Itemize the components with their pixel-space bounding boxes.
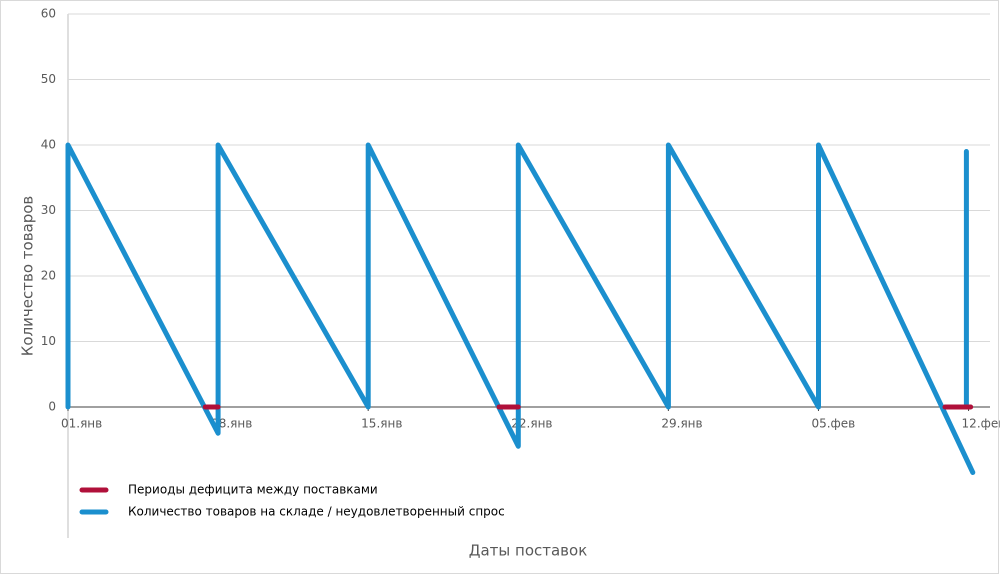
- y-tick-label: 10: [41, 334, 56, 348]
- y-axis-label: Количество товаров: [19, 196, 37, 357]
- y-tick-label: 30: [41, 203, 56, 217]
- y-tick-label: 60: [41, 7, 56, 21]
- x-tick-label: 05.фев: [811, 417, 855, 431]
- x-axis-label: Даты поставок: [469, 542, 588, 560]
- line-series: [65, 142, 976, 475]
- y-tick-label: 40: [41, 138, 56, 152]
- x-tick-label: 15.янв: [361, 417, 402, 431]
- x-tick-label: 29.янв: [661, 417, 702, 431]
- legend-label: Количество товаров на складе / неудовлет…: [128, 505, 505, 519]
- x-tick-label: 22.янв: [511, 417, 552, 431]
- x-tick-label: 12.фев: [962, 417, 1000, 431]
- legend-label: Периоды дефицита между поставками: [128, 483, 378, 497]
- x-tick-label: 01.янв: [61, 417, 102, 431]
- y-tick-label: 0: [48, 400, 56, 414]
- y-tick-label: 50: [41, 72, 56, 86]
- y-tick-label: 20: [41, 269, 56, 283]
- x-tick-label: 08.янв: [211, 417, 252, 431]
